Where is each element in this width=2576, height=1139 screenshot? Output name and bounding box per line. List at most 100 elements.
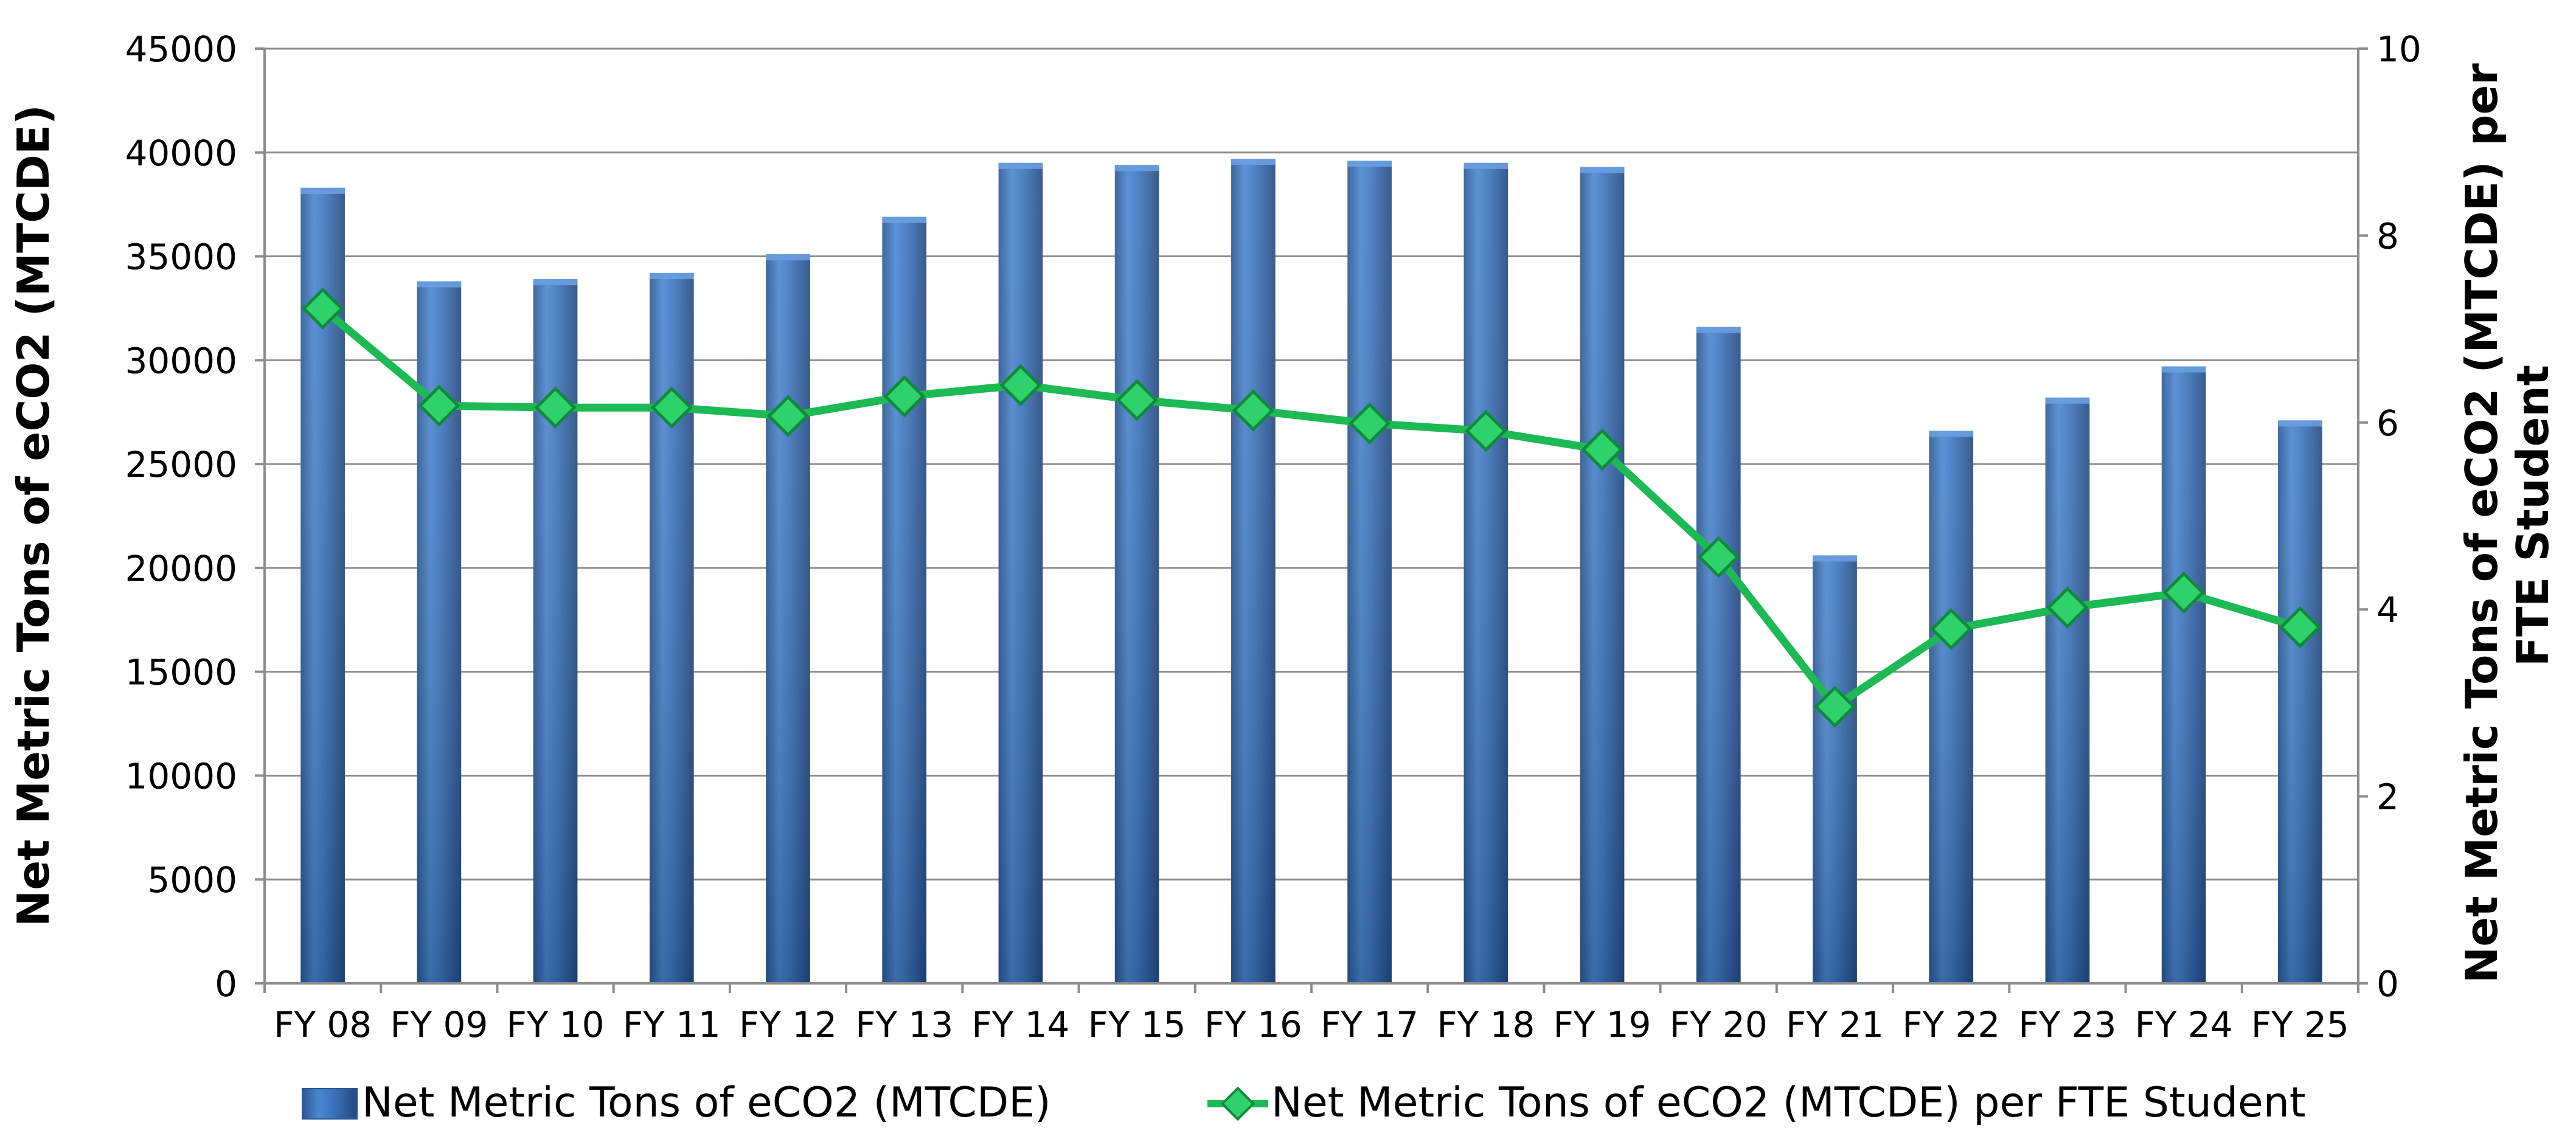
- bar-cap: [1696, 327, 1741, 333]
- left-tick-label: 30000: [125, 340, 237, 381]
- line-marker: [1581, 428, 1623, 471]
- left-tick-label: 25000: [125, 444, 237, 485]
- bar-cap: [1463, 162, 1508, 169]
- x-tick-label: FY 13: [855, 1004, 953, 1045]
- left-axis-title: Net Metric Tons of eCO2 (MTCDE): [8, 105, 59, 927]
- x-tick-label: FY 17: [1321, 1004, 1418, 1045]
- right-tick-label: 4: [2376, 589, 2399, 631]
- gridlines: [255, 47, 2368, 993]
- left-tick-label: 5000: [147, 859, 237, 901]
- x-tick-label: FY 22: [1902, 1004, 2000, 1045]
- bar-cap: [2045, 397, 2090, 404]
- x-tick-label: FY 09: [390, 1004, 488, 1045]
- line-marker: [2279, 606, 2322, 649]
- right-tick-label: 8: [2376, 215, 2399, 257]
- x-tick-label: FY 11: [623, 1004, 721, 1045]
- x-tick-label: FY 19: [1554, 1004, 1651, 1045]
- bar-cap: [2278, 420, 2322, 427]
- x-tick-label: FY 24: [2135, 1004, 2233, 1045]
- bar-shade: [766, 254, 810, 983]
- bar-cap: [300, 187, 345, 194]
- bar-shade: [649, 272, 694, 983]
- bar-cap: [649, 272, 694, 279]
- bar-cap: [1929, 431, 1974, 437]
- line-marker: [1465, 409, 1507, 452]
- bar-cap: [1114, 165, 1159, 171]
- right-tick-label: 10: [2376, 29, 2422, 70]
- left-tick-label: 0: [215, 963, 237, 1005]
- line-marker: [883, 375, 926, 418]
- bar-shade: [1580, 167, 1625, 984]
- line-marker: [650, 386, 693, 429]
- bar-shade: [1347, 161, 1392, 984]
- line-marker: [1116, 379, 1158, 421]
- bar-cap: [1580, 167, 1625, 173]
- line-marker: [2162, 571, 2205, 614]
- bar-cap: [1813, 555, 1857, 562]
- bar-series: [300, 159, 2322, 984]
- right-axis-title-line-1: Net Metric Tons of eCO2 (MTCDE) per: [2456, 63, 2507, 983]
- bar-shade: [2161, 366, 2206, 983]
- left-tick-label: 35000: [125, 237, 237, 278]
- legend-item-bar: Net Metric Tons of eCO2 (MTCDE): [302, 1079, 1051, 1127]
- axes: [263, 49, 2359, 985]
- line-marker: [1348, 402, 1391, 445]
- x-tick-label: FY 25: [2251, 1004, 2349, 1045]
- line-marker: [999, 364, 1042, 406]
- bar-cap: [998, 162, 1043, 169]
- right-tick-label: 0: [2376, 963, 2399, 1005]
- bar-shade: [1929, 431, 1974, 983]
- legend-line-marker: [1220, 1086, 1255, 1121]
- line-marker: [2046, 586, 2089, 629]
- x-tick-label: FY 18: [1437, 1004, 1535, 1045]
- bar-shade: [1813, 555, 1857, 983]
- x-tick-label: FY 14: [971, 1004, 1069, 1045]
- bar-cap: [2161, 366, 2206, 373]
- bar-cap: [1231, 159, 1276, 165]
- bar-cap: [533, 279, 578, 286]
- line-marker: [1930, 608, 1973, 651]
- line-path: [319, 304, 2304, 711]
- bar-cap: [766, 254, 810, 261]
- line-marker: [534, 386, 577, 429]
- line-marker: [1232, 389, 1275, 432]
- bar-shade: [1231, 159, 1276, 984]
- x-tick-label: FY 20: [1670, 1004, 1768, 1045]
- x-tick-label: FY 10: [507, 1004, 605, 1045]
- legend: Net Metric Tons of eCO2 (MTCDE) Net Metr…: [302, 1079, 2306, 1127]
- left-tick-label: 40000: [125, 133, 237, 174]
- line-marker: [301, 287, 344, 330]
- right-tick-label: 2: [2376, 777, 2399, 818]
- tick-labels: 0 5000 10000 15000 20000 25000 30000 35000 40000…: [125, 29, 2421, 1045]
- x-tick-label: FY 21: [1786, 1004, 1884, 1045]
- right-axis-title: Net Metric Tons of eCO2 (MTCDE) per FTE …: [2456, 48, 2558, 983]
- legend-bar-label: Net Metric Tons of eCO2 (MTCDE): [362, 1079, 1051, 1127]
- legend-line-label: Net Metric Tons of eCO2 (MTCDE) per FTE …: [1271, 1079, 2306, 1127]
- line-series: [301, 287, 2322, 728]
- line-marker: [766, 395, 810, 437]
- left-tick-label: 20000: [125, 548, 237, 589]
- right-axis-title-line-2: FTE Student: [2507, 365, 2558, 666]
- x-tick-label: FY 12: [739, 1004, 837, 1045]
- x-tick-label: FY 23: [2018, 1004, 2116, 1045]
- line-marker: [1813, 685, 1856, 728]
- legend-item-line: Net Metric Tons of eCO2 (MTCDE) per FTE …: [1207, 1079, 2306, 1127]
- bar-cap: [417, 281, 462, 288]
- line-marker: [418, 384, 460, 427]
- bar-shade: [533, 279, 578, 983]
- bar-cap: [1347, 161, 1392, 167]
- bar-cap: [882, 216, 927, 223]
- left-tick-label: 10000: [125, 755, 237, 797]
- line-marker: [1697, 536, 1740, 578]
- bar-shade: [882, 216, 927, 983]
- bar-shade: [2278, 420, 2322, 983]
- x-tick-label: FY 16: [1204, 1004, 1302, 1045]
- right-tick-label: 6: [2376, 403, 2399, 444]
- bar-shade: [1114, 165, 1159, 983]
- bar-shade: [2045, 397, 2090, 983]
- bar-shade: [1696, 327, 1741, 983]
- bar-shade: [998, 162, 1043, 983]
- bar-shade: [1463, 162, 1508, 983]
